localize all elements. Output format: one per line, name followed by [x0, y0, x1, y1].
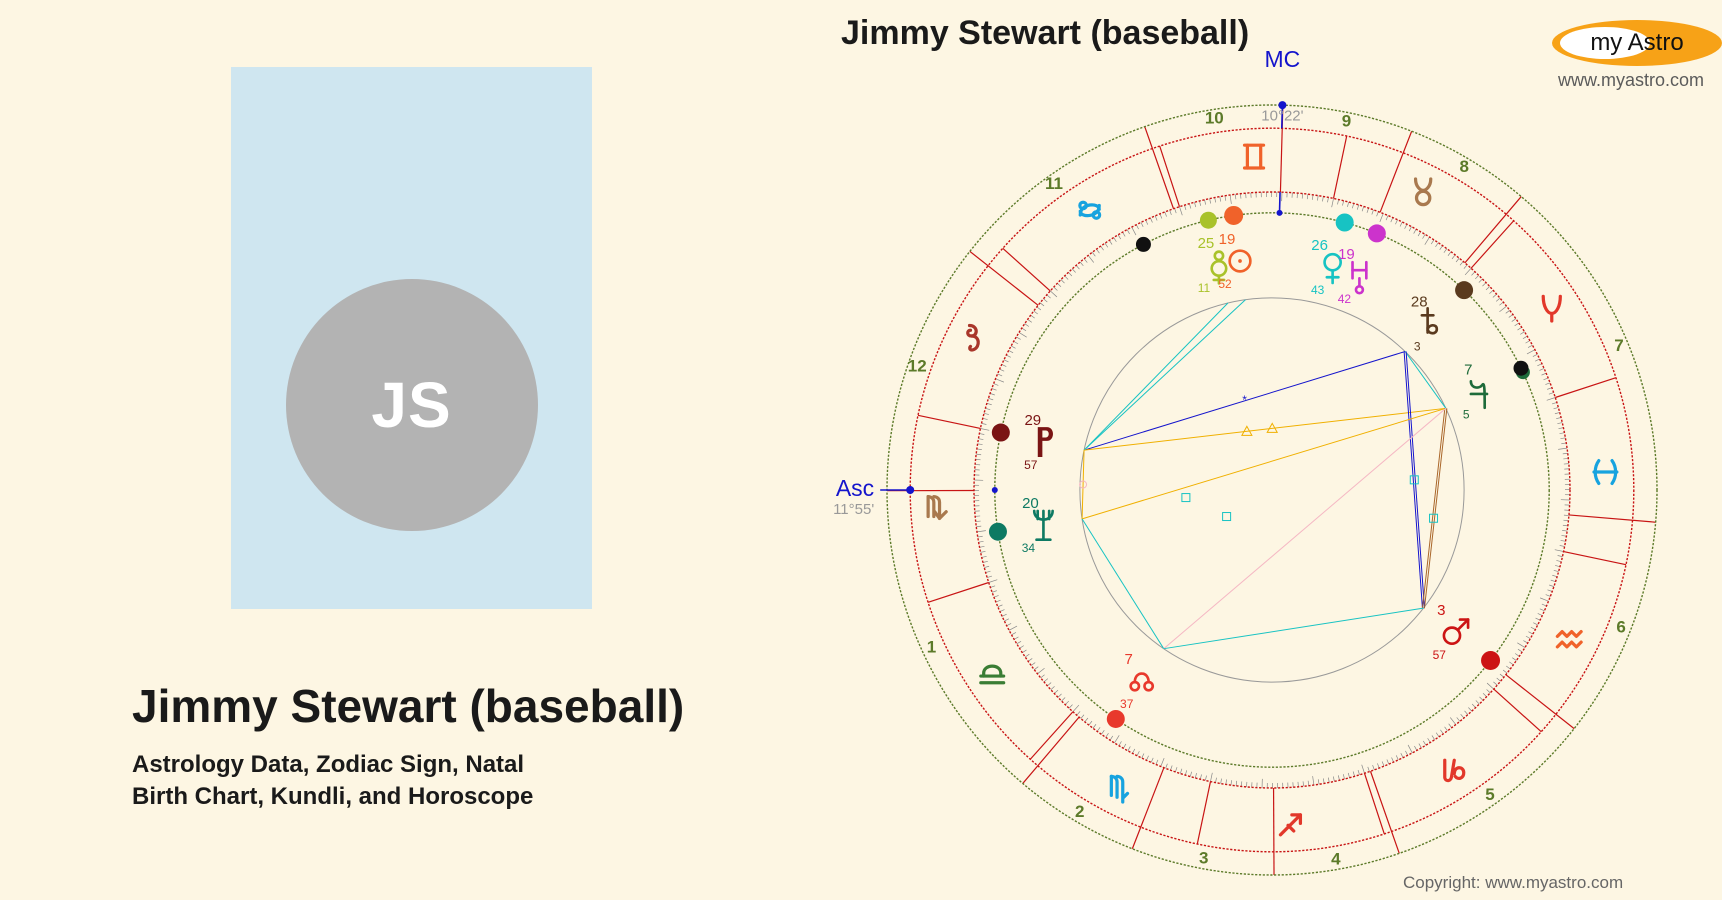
svg-text:57: 57 — [1024, 458, 1038, 472]
svg-text:57: 57 — [1432, 648, 1446, 662]
svg-text:43: 43 — [1310, 282, 1324, 296]
svg-text:42: 42 — [1337, 292, 1351, 306]
svg-text:11°55': 11°55' — [833, 501, 874, 518]
svg-text:7: 7 — [1464, 361, 1472, 378]
svg-text:25: 25 — [1197, 235, 1214, 252]
svg-text:3: 3 — [1437, 602, 1445, 619]
svg-text:4: 4 — [1331, 849, 1341, 868]
svg-text:6: 6 — [1616, 617, 1625, 636]
svg-text:5: 5 — [1485, 785, 1494, 804]
svg-text:19: 19 — [1218, 231, 1235, 248]
svg-text:3: 3 — [1413, 339, 1420, 353]
svg-text:34: 34 — [1021, 540, 1035, 554]
svg-text:37: 37 — [1120, 697, 1134, 711]
svg-text:20: 20 — [1022, 494, 1039, 511]
svg-text:10: 10 — [1204, 108, 1223, 127]
svg-text:19: 19 — [1338, 246, 1355, 263]
svg-text:26: 26 — [1311, 236, 1328, 253]
svg-text:5: 5 — [1462, 407, 1469, 421]
svg-text:9: 9 — [1341, 111, 1350, 130]
svg-text:11: 11 — [1197, 281, 1210, 295]
svg-text:29: 29 — [1024, 412, 1041, 429]
svg-text:3: 3 — [1198, 848, 1207, 867]
svg-text:Asc: Asc — [835, 475, 873, 501]
svg-text:MC: MC — [1264, 46, 1300, 72]
svg-text:52: 52 — [1218, 277, 1232, 291]
svg-text:8: 8 — [1459, 157, 1468, 176]
svg-text:28: 28 — [1410, 293, 1427, 310]
svg-text:1: 1 — [926, 637, 935, 656]
svg-text:7: 7 — [1614, 336, 1623, 355]
svg-text:7: 7 — [1124, 651, 1132, 668]
svg-text:12: 12 — [907, 356, 926, 375]
svg-text:10°22': 10°22' — [1261, 107, 1303, 124]
svg-text:2: 2 — [1075, 802, 1084, 821]
svg-text:*: * — [1242, 392, 1247, 406]
